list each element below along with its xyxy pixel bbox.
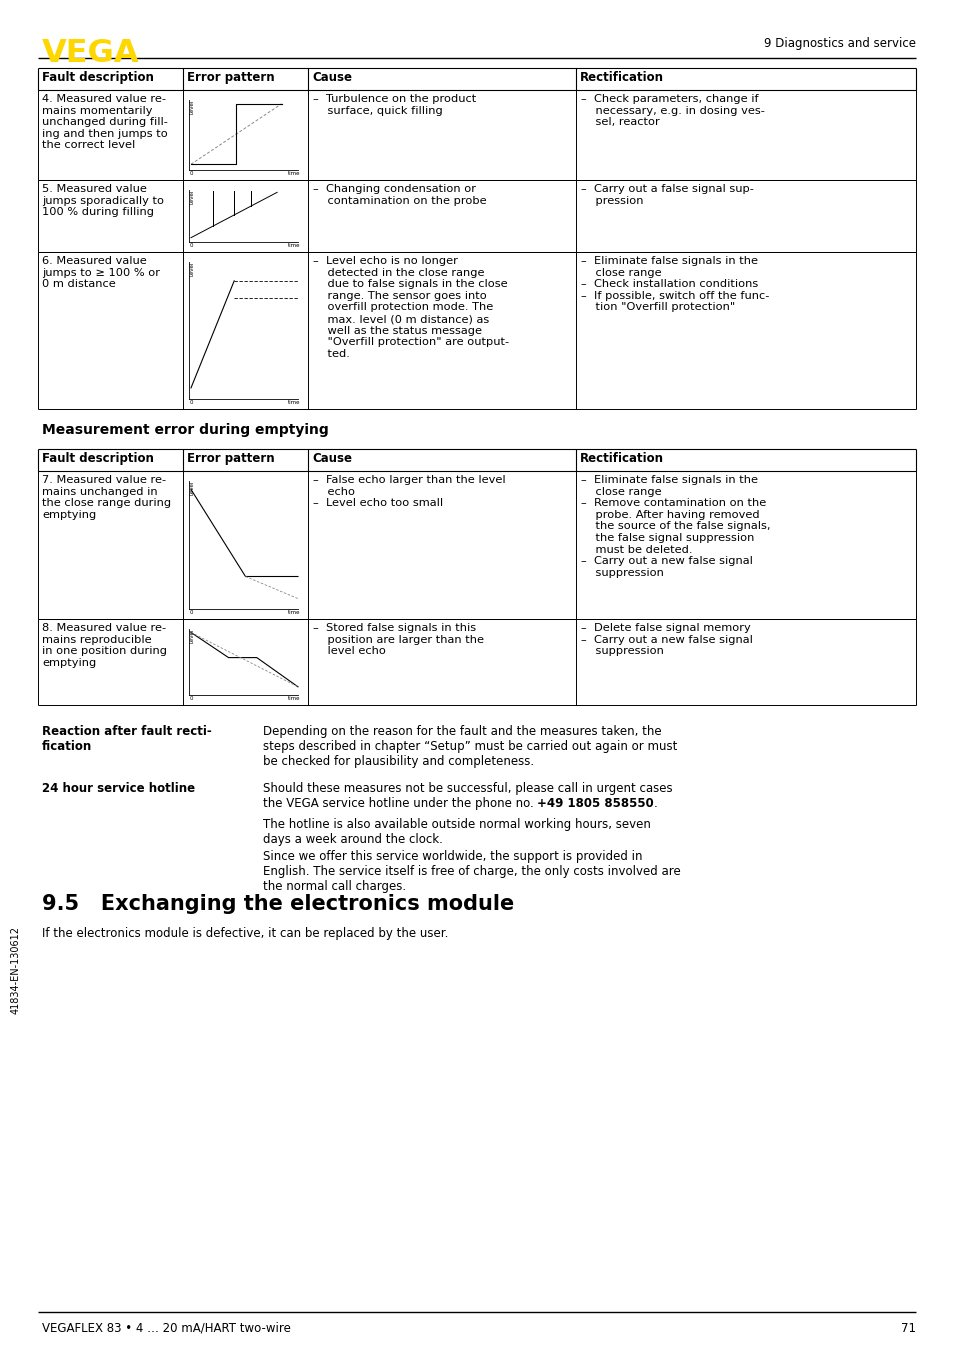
Text: Reaction after fault recti-
fication: Reaction after fault recti- fication <box>42 724 212 753</box>
Text: –  False echo larger than the level
    echo
–  Level echo too small: – False echo larger than the level echo … <box>313 475 505 508</box>
Text: 24 hour service hotline: 24 hour service hotline <box>42 783 195 795</box>
Text: Level: Level <box>190 190 194 204</box>
Text: 7. Measured value re-
mains unchanged in
the close range during
emptying: 7. Measured value re- mains unchanged in… <box>42 475 171 520</box>
Text: 5. Measured value
jumps sporadically to
100 % during filling: 5. Measured value jumps sporadically to … <box>42 184 164 217</box>
Text: .: . <box>654 798 658 810</box>
Text: time: time <box>287 399 299 405</box>
Text: 0: 0 <box>190 399 193 405</box>
Text: 71: 71 <box>900 1322 915 1335</box>
Text: Error pattern: Error pattern <box>187 70 274 84</box>
Text: 0: 0 <box>190 242 193 248</box>
Text: Fault description: Fault description <box>42 452 153 464</box>
Text: –  Eliminate false signals in the
    close range
–  Check installation conditio: – Eliminate false signals in the close r… <box>580 256 768 313</box>
Text: time: time <box>287 696 299 701</box>
Text: Depending on the reason for the fault and the measures taken, the
steps describe: Depending on the reason for the fault an… <box>263 724 677 768</box>
Text: Since we offer this service worldwide, the support is provided in
English. The s: Since we offer this service worldwide, t… <box>263 850 680 894</box>
Text: Level: Level <box>190 100 194 114</box>
Text: time: time <box>287 171 299 176</box>
Text: time: time <box>287 242 299 248</box>
Text: 4. Measured value re-
mains momentarily
unchanged during fill-
ing and then jump: 4. Measured value re- mains momentarily … <box>42 93 168 150</box>
Text: The hotline is also available outside normal working hours, seven
days a week ar: The hotline is also available outside no… <box>263 818 650 846</box>
Text: Rectification: Rectification <box>579 70 663 84</box>
Text: Level: Level <box>190 263 194 276</box>
Text: 0: 0 <box>190 171 193 176</box>
Text: VEGA: VEGA <box>42 38 139 69</box>
Text: 9.5   Exchanging the electronics module: 9.5 Exchanging the electronics module <box>42 894 514 914</box>
Text: +49 1805 858550: +49 1805 858550 <box>537 798 654 810</box>
Text: Measurement error during emptying: Measurement error during emptying <box>42 422 329 437</box>
Text: Level: Level <box>190 481 194 496</box>
Text: Fault description: Fault description <box>42 70 153 84</box>
Text: –  Delete false signal memory
–  Carry out a new false signal
    suppression: – Delete false signal memory – Carry out… <box>580 623 752 657</box>
Text: –  Changing condensation or
    contamination on the probe: – Changing condensation or contamination… <box>313 184 486 206</box>
Text: 9 Diagnostics and service: 9 Diagnostics and service <box>763 38 915 50</box>
Text: time: time <box>287 611 299 615</box>
Text: 0: 0 <box>190 611 193 615</box>
Text: –  Check parameters, change if
    necessary, e.g. in dosing ves-
    sel, react: – Check parameters, change if necessary,… <box>580 93 764 127</box>
Text: –  Stored false signals in this
    position are larger than the
    level echo: – Stored false signals in this position … <box>313 623 483 657</box>
Text: 0: 0 <box>190 696 193 701</box>
Text: Cause: Cause <box>312 452 352 464</box>
Text: 41834-EN-130612: 41834-EN-130612 <box>11 926 21 1014</box>
Text: 8. Measured value re-
mains reproducible
in one position during
emptying: 8. Measured value re- mains reproducible… <box>42 623 167 668</box>
Text: Level: Level <box>190 630 194 643</box>
Text: Error pattern: Error pattern <box>187 452 274 464</box>
Text: –  Eliminate false signals in the
    close range
–  Remove contamination on the: – Eliminate false signals in the close r… <box>580 475 770 578</box>
Text: If the electronics module is defective, it can be replaced by the user.: If the electronics module is defective, … <box>42 927 448 940</box>
Text: Cause: Cause <box>312 70 352 84</box>
Text: –  Level echo is no longer
    detected in the close range
    due to false sign: – Level echo is no longer detected in th… <box>313 256 509 359</box>
Text: –  Turbulence on the product
    surface, quick filling: – Turbulence on the product surface, qui… <box>313 93 476 115</box>
Text: –  Carry out a false signal sup-
    pression: – Carry out a false signal sup- pression <box>580 184 753 206</box>
Text: VEGAFLEX 83 • 4 … 20 mA/HART two-wire: VEGAFLEX 83 • 4 … 20 mA/HART two-wire <box>42 1322 291 1335</box>
Text: 6. Measured value
jumps to ≥ 100 % or
0 m distance: 6. Measured value jumps to ≥ 100 % or 0 … <box>42 256 160 290</box>
Text: the VEGA service hotline under the phone no.: the VEGA service hotline under the phone… <box>263 798 537 810</box>
Text: Rectification: Rectification <box>579 452 663 464</box>
Text: Should these measures not be successful, please call in urgent cases: Should these measures not be successful,… <box>263 783 672 795</box>
